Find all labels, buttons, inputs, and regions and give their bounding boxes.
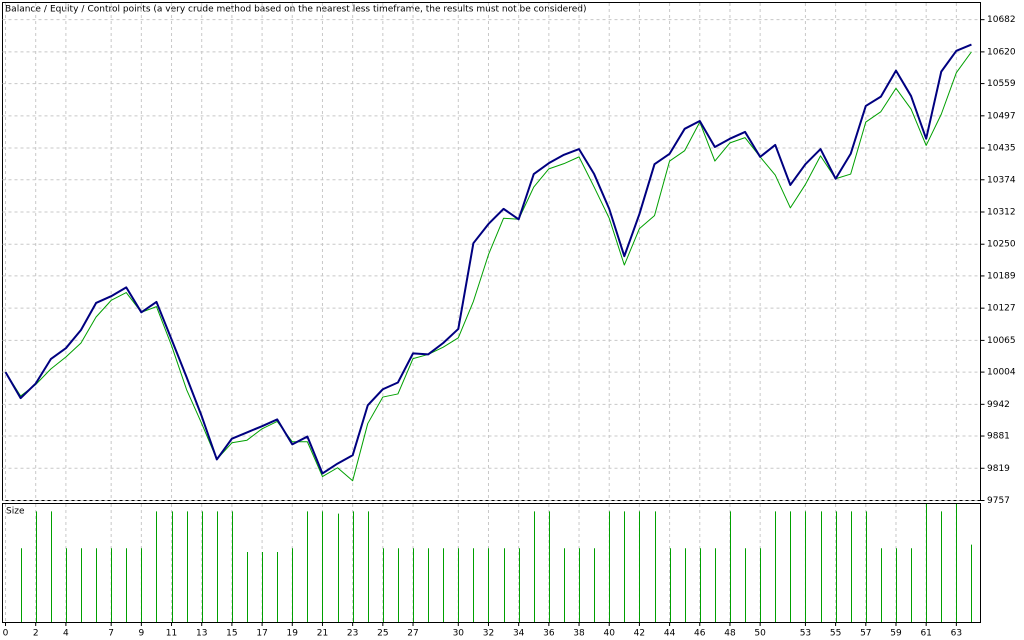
y-tick-label: 10004: [987, 368, 1016, 378]
x-tick-label: 48: [724, 629, 736, 639]
y-tick-label: 10189: [987, 271, 1016, 281]
x-tick-label: 40: [603, 629, 615, 639]
size-title: Size: [6, 507, 25, 517]
x-tick-label: 44: [664, 629, 676, 639]
y-tick-label: 10250: [987, 240, 1016, 250]
x-tick-label: 30: [453, 629, 465, 639]
x-tick-label: 13: [196, 629, 207, 639]
x-tick-label: 23: [347, 629, 358, 639]
y-tick-label: 9881: [987, 432, 1010, 442]
x-tick-label: 46: [694, 629, 706, 639]
y-tick-label: 10497: [987, 111, 1016, 121]
x-tick-label: 55: [830, 629, 841, 639]
y-tick-label: 10682: [987, 15, 1016, 25]
x-tick-label: 50: [754, 629, 766, 639]
x-tick-label: 4: [63, 629, 69, 639]
header-legend: Balance / Equity / Control points (a very c…: [5, 5, 586, 15]
legend-note: Control points (a very crude method base…: [87, 5, 586, 15]
y-tick-label: 9757: [987, 496, 1010, 506]
x-tick-label: 7: [108, 629, 114, 639]
x-tick-label: 2: [33, 629, 39, 639]
x-tick-label: 0: [3, 629, 9, 639]
x-tick-label: 15: [226, 629, 237, 639]
legend-separator: /: [44, 5, 48, 15]
series-line: [5, 51, 972, 482]
x-tick-label: 42: [634, 629, 645, 639]
x-tick-label: 53: [800, 629, 811, 639]
y-tick-label: 10065: [987, 336, 1016, 346]
y-tick-label: 10312: [987, 207, 1016, 217]
y-tick-label: 9819: [987, 464, 1010, 474]
x-tick-label: 34: [513, 629, 525, 639]
legend-separator: /: [81, 5, 85, 15]
x-tick-label: 36: [543, 629, 555, 639]
y-tick-label: 10127: [987, 304, 1016, 314]
y-tick-label: 10374: [987, 175, 1016, 185]
x-tick-label: 11: [166, 629, 177, 639]
x-tick-label: 25: [377, 629, 388, 639]
x-tick-label: 27: [407, 629, 418, 639]
y-tick-label: 10620: [987, 47, 1016, 57]
x-tick-label: 63: [951, 629, 962, 639]
y-tick-label: 10559: [987, 79, 1016, 89]
x-tick-label: 21: [317, 629, 328, 639]
x-tick-label: 17: [256, 629, 267, 639]
y-tick-label: 9942: [987, 400, 1010, 410]
x-tick-label: 9: [138, 629, 144, 639]
x-tick-label: 61: [920, 629, 931, 639]
x-tick-label: 19: [287, 629, 299, 639]
x-tick-label: 38: [573, 629, 585, 639]
legend-balance: Balance: [5, 5, 41, 15]
size-panel: [2, 503, 981, 623]
x-tick-label: 32: [483, 629, 494, 639]
legend-equity: Equity: [50, 5, 79, 15]
series-line: [4, 43, 972, 475]
x-tick-label: 59: [890, 629, 902, 639]
y-tick-label: 10435: [987, 144, 1016, 154]
x-tick-label: 57: [860, 629, 871, 639]
main-panel: [2, 2, 981, 501]
